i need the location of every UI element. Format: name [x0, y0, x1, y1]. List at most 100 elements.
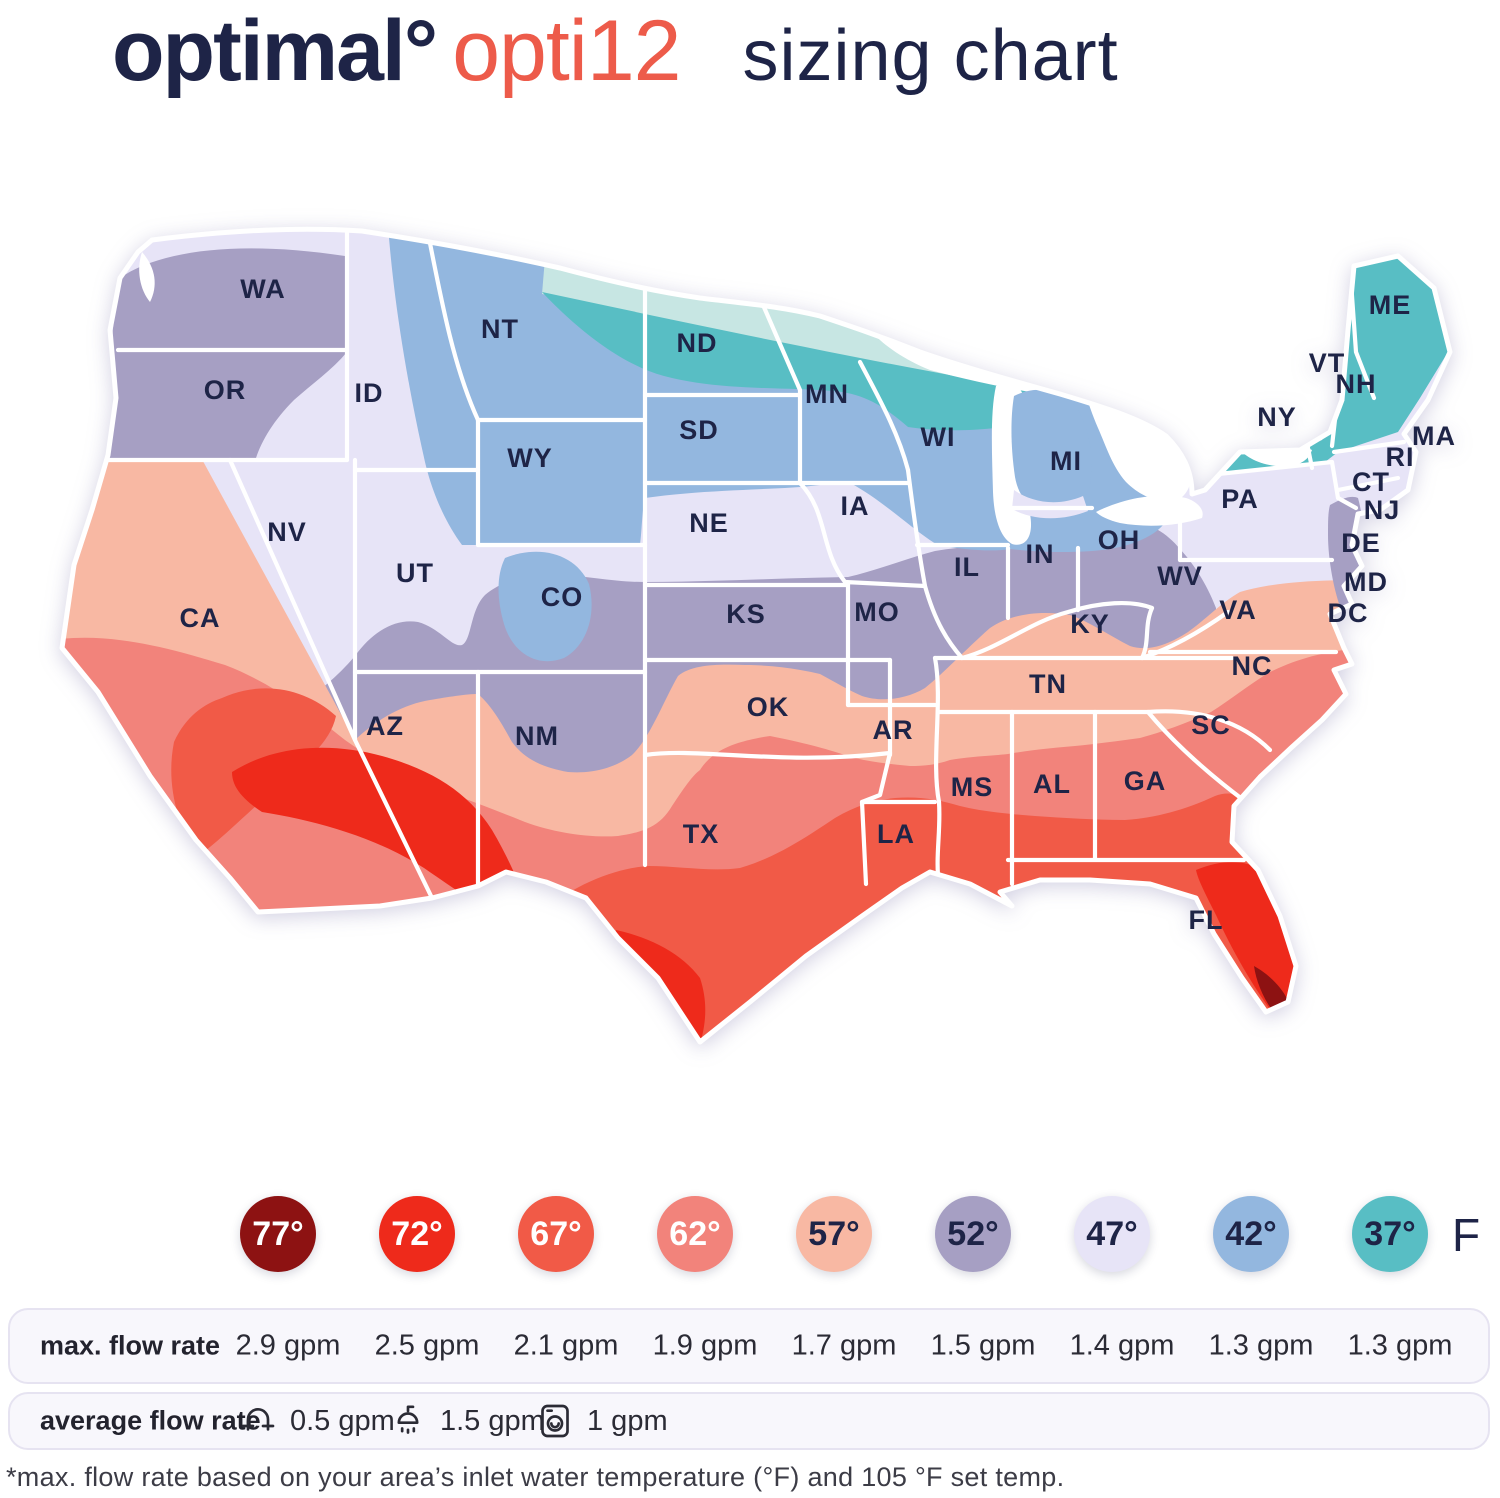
legend-temp-67: 67°: [518, 1196, 594, 1272]
state-label-me: ME: [1369, 290, 1412, 320]
faucet-icon: [238, 1401, 278, 1441]
state-label-al: AL: [1033, 769, 1071, 799]
max-flow-value-4: 1.7 gpm: [791, 1329, 897, 1362]
state-label-nm: NM: [515, 721, 559, 751]
state-label-ri: RI: [1386, 442, 1415, 472]
state-label-ar: AR: [873, 715, 914, 745]
map-zones: [62, 229, 1450, 1043]
footnote: *max. flow rate based on your area’s inl…: [6, 1462, 1065, 1492]
state-label-il: IL: [954, 552, 980, 582]
state-label-ok: OK: [747, 692, 790, 722]
state-label-co: CO: [541, 582, 584, 612]
average-flow-rate-row: average flow rate 0.5 gpm 1.5 gpm 1 gpm: [8, 1392, 1490, 1450]
state-label-wi: WI: [921, 422, 956, 452]
legend-temp-77: 77°: [240, 1196, 316, 1272]
legend-temp-62: 62°: [657, 1196, 733, 1272]
max-flow-value-6: 1.4 gpm: [1069, 1329, 1175, 1362]
avg-flow-item-0: 0.5 gpm: [238, 1401, 395, 1441]
state-label-sd: SD: [679, 415, 719, 445]
state-label-ma: MA: [1412, 421, 1456, 451]
state-label-la: LA: [877, 819, 915, 849]
avg-flow-item-1: 1.5 gpm: [388, 1401, 545, 1441]
page-title: sizing chart: [742, 16, 1119, 96]
state-label-nd: ND: [677, 328, 718, 358]
state-label-de: DE: [1341, 528, 1381, 558]
max-flow-value-5: 1.5 gpm: [930, 1329, 1036, 1362]
product-name: opti12: [452, 3, 681, 99]
shower-icon: [388, 1401, 428, 1441]
legend-temp-47: 47°: [1074, 1196, 1150, 1272]
state-label-in: IN: [1026, 539, 1055, 569]
state-label-ny: NY: [1257, 402, 1297, 432]
state-label-nt: NT: [481, 314, 519, 344]
state-label-id: ID: [355, 378, 384, 408]
state-label-ia: IA: [841, 491, 870, 521]
legend-temp-72: 72°: [379, 1196, 455, 1272]
state-label-md: MD: [1344, 567, 1388, 597]
avg-flow-value-1: 1.5 gpm: [440, 1404, 545, 1437]
state-label-az: AZ: [366, 711, 404, 741]
brand-wordmark: optimal°: [112, 3, 438, 99]
zone-77: [1254, 966, 1291, 1013]
washer-icon: [535, 1401, 575, 1441]
max-flow-value-3: 1.9 gpm: [652, 1329, 758, 1362]
state-label-mi: MI: [1050, 446, 1082, 476]
zone-37: [1185, 258, 1448, 478]
state-label-ky: KY: [1070, 609, 1110, 639]
avg-flow-value-0: 0.5 gpm: [290, 1404, 395, 1437]
state-label-mo: MO: [854, 597, 900, 627]
state-label-wv: WV: [1157, 561, 1203, 591]
legend-temp-42: 42°: [1213, 1196, 1289, 1272]
state-label-ne: NE: [689, 508, 729, 538]
zone-47: [1012, 490, 1088, 519]
state-label-ga: GA: [1124, 766, 1167, 796]
state-label-fl: FL: [1189, 905, 1224, 935]
state-labels: WA OR CA NV ID NT WY UT CO AZ NM ND SD NE KS OK TX MN IA MO…: [180, 274, 1456, 935]
zone-42: [1011, 389, 1092, 512]
max-flow-value-0: 2.9 gpm: [235, 1329, 341, 1362]
average-flow-rate-label: average flow rate: [40, 1405, 261, 1436]
us-coastline: [59, 226, 1453, 1045]
max-flow-rate-row: max. flow rate 2.9 gpm 2.5 gpm 2.1 gpm 1.9 …: [8, 1308, 1490, 1384]
avg-flow-value-2: 1 gpm: [587, 1404, 668, 1437]
state-label-va: VA: [1219, 595, 1257, 625]
state-label-ks: KS: [726, 599, 766, 629]
state-label-tx: TX: [683, 819, 720, 849]
max-flow-rate-label: max. flow rate: [40, 1330, 221, 1361]
state-label-sc: SC: [1191, 710, 1231, 740]
zone-72: [232, 747, 538, 934]
legend-temp-52: 52°: [935, 1196, 1011, 1272]
max-flow-value-8: 1.3 gpm: [1347, 1329, 1453, 1362]
state-label-tn: TN: [1029, 669, 1067, 699]
state-label-nc: NC: [1232, 651, 1273, 681]
legend-temp-37: 37°: [1352, 1196, 1428, 1272]
state-label-ms: MS: [951, 772, 994, 802]
header: optimal° opti12 sizing chart: [112, 2, 1119, 101]
zone-52: [90, 248, 347, 458]
max-flow-value-7: 1.3 gpm: [1208, 1329, 1314, 1362]
state-label-nj: NJ: [1364, 495, 1401, 525]
state-label-wy: WY: [507, 443, 553, 473]
state-label-ut: UT: [396, 558, 434, 588]
state-label-vt: VT: [1309, 348, 1346, 378]
legend-unit-label: F: [1452, 1209, 1481, 1261]
legend-temp-57: 57°: [796, 1196, 872, 1272]
zone-37: [542, 292, 1058, 431]
max-flow-value-1: 2.5 gpm: [374, 1329, 480, 1362]
state-label-dc: DC: [1328, 598, 1369, 628]
state-label-mn: MN: [805, 379, 849, 409]
state-label-nh: NH: [1336, 369, 1377, 399]
state-label-oh: OH: [1098, 525, 1141, 555]
state-label-pa: PA: [1221, 484, 1259, 514]
state-label-ca: CA: [180, 603, 221, 633]
max-flow-value-2: 2.1 gpm: [513, 1329, 619, 1362]
puget-sound: [139, 252, 155, 302]
state-label-or: OR: [204, 375, 247, 405]
state-label-nv: NV: [267, 517, 307, 547]
state-label-ct: CT: [1352, 467, 1390, 497]
zone-42: [498, 551, 592, 662]
state-label-wa: WA: [240, 274, 286, 304]
avg-flow-item-2: 1 gpm: [535, 1401, 668, 1441]
